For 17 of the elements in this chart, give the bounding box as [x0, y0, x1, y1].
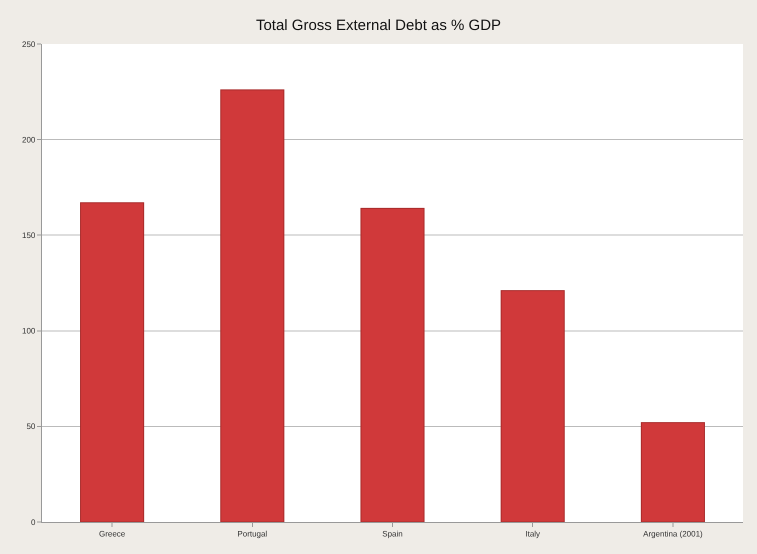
bar [80, 202, 144, 522]
bar [360, 208, 425, 522]
x-tick-label: Italy [525, 530, 540, 539]
x-tick-label: Greece [98, 530, 126, 539]
y-tick-label: 250 [22, 40, 36, 49]
y-tick-label: 150 [22, 231, 36, 240]
y-tick-label: 200 [22, 135, 36, 144]
chart-title: Total Gross External Debt as % GDP [256, 16, 502, 34]
bar [500, 290, 565, 522]
x-tick-label: Argentina (2001) [643, 530, 704, 539]
x-tick-label: Portugal [237, 530, 268, 539]
y-tick-label: 50 [26, 422, 36, 432]
x-tick-label: Spain [382, 530, 403, 539]
y-tick-label: 0 [30, 518, 36, 527]
bar [640, 422, 705, 522]
y-tick-label: 100 [22, 326, 36, 336]
bar [220, 89, 284, 522]
